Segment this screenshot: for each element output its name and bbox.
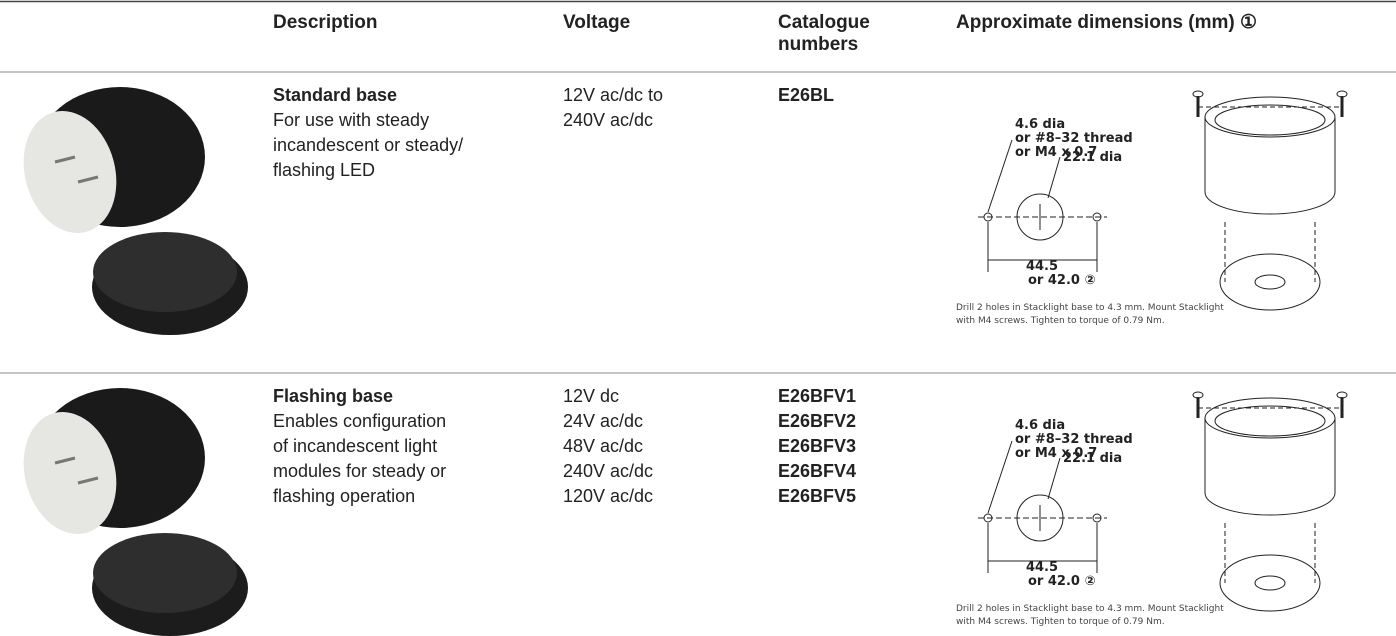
description-line: modules for steady or [273, 461, 447, 481]
base-top [1204, 96, 1336, 138]
hole-label: or M4 x 0.7 [1015, 446, 1097, 461]
description-line: Enables configuration [273, 411, 447, 431]
voltage: 240V ac/dc [563, 110, 654, 130]
caption: with M4 screws. Tighten to torque of 0.7… [956, 617, 1165, 627]
description-line: flashing operation [273, 486, 416, 506]
caption: Drill 2 holes in Stacklight base to 4.3 … [956, 604, 1224, 614]
plate [1219, 554, 1321, 612]
contact [54, 456, 76, 465]
spacing-label: 44.5 [1026, 560, 1058, 575]
leader [987, 440, 1013, 514]
disc-top [93, 533, 237, 613]
leader [987, 139, 1013, 213]
description-line: flashing LED [273, 160, 376, 180]
center-label: 22.1 dia [1063, 451, 1122, 466]
voltage: 120V ac/dc [563, 486, 654, 506]
spacing-label: 44.5 [1026, 259, 1058, 274]
base-face [23, 110, 117, 234]
product-photo [23, 388, 248, 636]
hole-label: 4.6 dia [1015, 117, 1065, 132]
description-line: For use with steady [273, 110, 430, 130]
hole-label: 4.6 dia [1015, 418, 1065, 433]
center-label: 22.1 dia [1063, 150, 1122, 165]
product-photo [23, 87, 248, 335]
disc-top [93, 232, 237, 312]
column-header: Catalogue numbers [778, 12, 870, 55]
catalogue-number: E26BFV4 [778, 461, 857, 481]
voltage: 12V dc [563, 386, 620, 406]
spacing-label: or 42.0 ② [1028, 574, 1095, 589]
column-header: Description [273, 12, 378, 33]
plate-hole [1254, 575, 1286, 591]
hole-label: or #8–32 thread [1015, 131, 1133, 146]
catalogue-number: E26BFV5 [778, 486, 857, 506]
spacing-label: or 42.0 ② [1028, 273, 1095, 288]
hole-label: or M4 x 0.7 [1015, 145, 1097, 160]
base-body [1204, 117, 1336, 215]
voltage: 12V ac/dc to [563, 85, 664, 105]
hole [983, 513, 993, 523]
base-face [23, 411, 117, 535]
base-inner [1214, 104, 1326, 136]
catalogue-number: E26BFV3 [778, 436, 857, 456]
contact [54, 155, 76, 164]
leader [1047, 457, 1061, 500]
base-inner [1214, 405, 1326, 437]
description-line: of incandescent light [273, 436, 438, 456]
row-title: Standard base [273, 85, 398, 105]
voltage: 24V ac/dc [563, 411, 644, 431]
plate [1219, 253, 1321, 311]
plate-hole [1254, 274, 1286, 290]
caption: with M4 screws. Tighten to torque of 0.7… [956, 316, 1165, 326]
base-top [1204, 397, 1336, 439]
catalogue-number: E26BL [778, 85, 835, 105]
base-body [1204, 418, 1336, 516]
hole [1092, 212, 1102, 222]
column-header: Approximate dimensions (mm) ① [956, 12, 1258, 33]
leader [1047, 156, 1061, 199]
description-line: incandescent or steady/ [273, 135, 464, 155]
contact [77, 476, 99, 485]
column-header: Voltage [563, 12, 631, 33]
catalogue-number: E26BFV1 [778, 386, 857, 406]
contact [77, 175, 99, 184]
hole-label: or #8–32 thread [1015, 432, 1133, 447]
hole [1092, 513, 1102, 523]
voltage: 240V ac/dc [563, 461, 654, 481]
caption: Drill 2 holes in Stacklight base to 4.3 … [956, 303, 1224, 313]
voltage: 48V ac/dc [563, 436, 644, 456]
row-title: Flashing base [273, 386, 394, 406]
hole [983, 212, 993, 222]
catalogue-number: E26BFV2 [778, 411, 857, 431]
